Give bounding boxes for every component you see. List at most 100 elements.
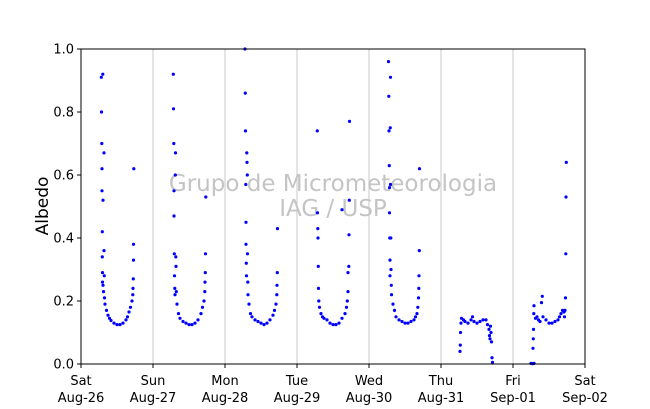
data-point [243, 91, 247, 95]
y-tick-label: 0.4 [53, 232, 74, 247]
data-point [343, 312, 347, 316]
data-point [389, 293, 394, 297]
data-point [417, 286, 421, 290]
data-point [112, 321, 116, 325]
x-tick-label-date: Aug-31 [418, 391, 465, 406]
y-tick-label: 0.2 [53, 295, 74, 310]
x-tick-label-weekday: Fri [505, 374, 521, 389]
data-point [173, 286, 177, 290]
data-point [544, 318, 548, 322]
data-point [246, 280, 250, 284]
data-point [171, 107, 176, 111]
data-point [99, 75, 103, 79]
data-point [127, 310, 131, 314]
data-point [344, 305, 349, 309]
data-point [389, 267, 393, 272]
data-point [550, 321, 554, 325]
data-point [559, 312, 563, 316]
data-point [541, 315, 545, 319]
data-point [203, 252, 208, 256]
data-point [253, 318, 257, 322]
data-point [531, 337, 535, 341]
data-point [262, 323, 266, 327]
data-point [102, 296, 107, 300]
data-point [131, 277, 135, 281]
y-tick-label: 0.0 [53, 358, 74, 373]
data-point [488, 324, 493, 328]
data-point [564, 195, 568, 199]
data-point [193, 321, 197, 325]
watermark-line-1: Grupo de Micrometeorologia [169, 171, 497, 197]
data-point [131, 242, 136, 246]
data-point [564, 160, 568, 164]
data-point [389, 283, 393, 287]
data-point [272, 308, 277, 312]
data-point [475, 321, 479, 325]
data-point [101, 283, 105, 287]
data-point [334, 323, 338, 327]
data-point [173, 293, 177, 297]
x-tick-label-date: Aug-28 [202, 391, 249, 406]
data-point [275, 283, 279, 287]
data-point [317, 305, 322, 309]
data-point [388, 182, 393, 187]
data-point [246, 293, 250, 297]
data-point [489, 330, 493, 335]
data-point [184, 321, 188, 325]
data-point [100, 189, 104, 193]
data-point [245, 173, 249, 177]
data-point [172, 274, 177, 278]
data-point [244, 220, 248, 224]
data-point [187, 323, 191, 327]
data-point [388, 258, 392, 262]
data-point [131, 293, 135, 297]
data-point [244, 274, 249, 278]
data-point [199, 312, 203, 316]
data-point [102, 151, 106, 155]
data-point [319, 312, 323, 316]
data-point [387, 186, 392, 190]
data-point [472, 319, 476, 324]
data-points [99, 47, 568, 366]
data-point [109, 318, 113, 323]
data-point [172, 189, 176, 193]
data-point [178, 316, 182, 320]
data-point [316, 236, 320, 240]
data-point [243, 129, 248, 133]
data-point [562, 315, 567, 319]
x-tick-label-weekday: Thu [428, 374, 453, 389]
data-point [392, 308, 397, 312]
data-point [247, 302, 251, 306]
data-point [488, 337, 492, 341]
data-point [463, 319, 467, 324]
data-point [417, 249, 421, 253]
y-axis: 0.0 0.2 0.4 0.6 0.8 1.0 [53, 43, 81, 373]
data-point [102, 274, 106, 278]
data-point [547, 321, 551, 325]
data-point [175, 302, 179, 306]
data-point [316, 227, 320, 231]
data-point [174, 290, 178, 294]
data-point [125, 315, 130, 319]
x-axis: Sat Aug-26 Sun Aug-27 Mon Aug-28 Tue Aug-29 Wed A… [58, 364, 608, 406]
data-point [470, 315, 475, 319]
data-point [417, 274, 421, 278]
data-point [416, 296, 421, 300]
data-point [539, 301, 544, 305]
data-point [99, 110, 104, 114]
data-point [540, 294, 544, 298]
data-point [172, 141, 176, 146]
data-point [387, 164, 391, 168]
data-point [557, 315, 562, 319]
data-point [128, 305, 133, 309]
data-point [100, 280, 105, 284]
data-point [245, 151, 249, 155]
x-tick-label-date: Aug-29 [274, 391, 321, 406]
watermark-line-2: IAG / USP [279, 196, 387, 222]
y-tick-label: 1.0 [53, 43, 74, 58]
data-point [104, 308, 109, 312]
data-point [489, 340, 494, 344]
data-point [100, 255, 104, 259]
data-point [275, 227, 280, 231]
data-point [553, 319, 557, 324]
